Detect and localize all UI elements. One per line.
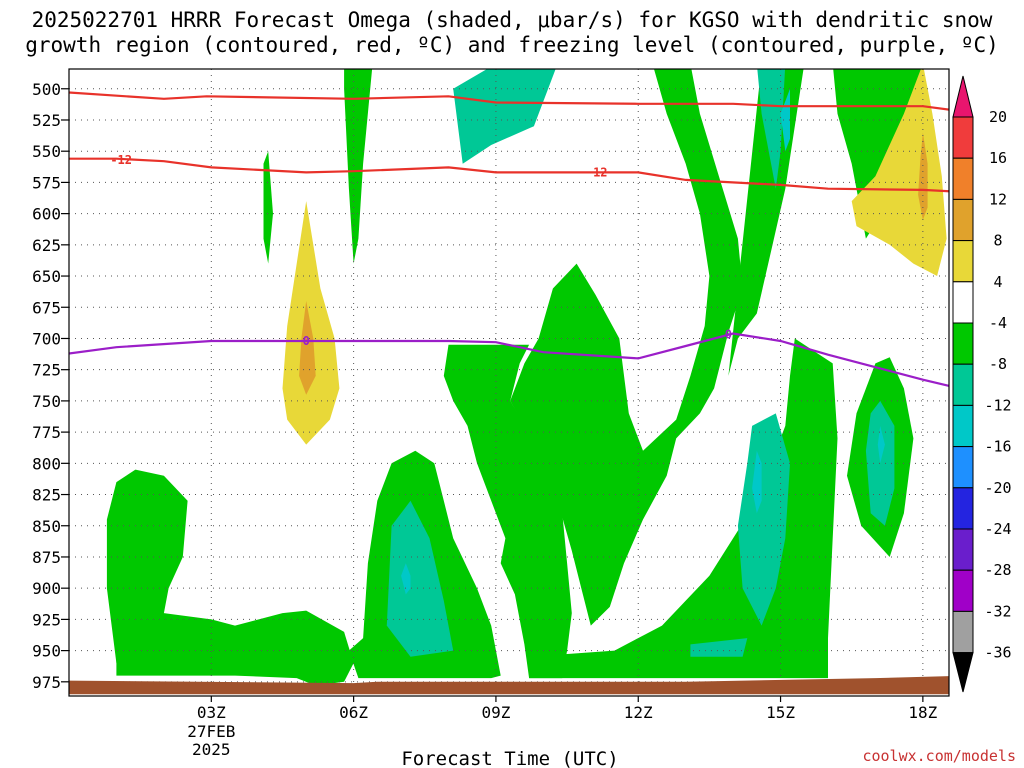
y-tick-label: 525 (32, 111, 61, 130)
colorbar-label: -36 (984, 644, 1011, 662)
colorbar-label: 20 (989, 108, 1007, 126)
contour-minus12-lower (69, 157, 949, 193)
y-tick-label: 775 (32, 423, 61, 442)
omega-region-0 (344, 69, 373, 264)
omega-region-4 (443, 344, 572, 679)
omega-region-23 (851, 69, 947, 276)
contour-minus12-upper (69, 91, 949, 111)
terrain-layer (69, 676, 949, 695)
colorbar-label: -12 (984, 396, 1011, 414)
contour-label-minus12: -12 (110, 153, 132, 167)
colorbar-swatch (952, 157, 974, 200)
omega-region-8 (116, 619, 212, 670)
contour-freezing-level (69, 332, 949, 387)
y-tick-label: 500 (32, 80, 61, 99)
colorbar-label: 8 (993, 232, 1002, 250)
omega-region-11 (833, 69, 922, 239)
colorbar-swatch (952, 240, 974, 283)
omega-region-12 (453, 69, 556, 164)
colorbar-label: -8 (989, 355, 1007, 373)
y-tick-label: 925 (32, 610, 61, 629)
colorbar-swatch (952, 404, 974, 448)
colorbar-swatch (952, 610, 974, 654)
chart-title-line-2: growth region (contoured, red, ºC) and f… (25, 33, 999, 57)
y-tick-label: 850 (32, 517, 61, 536)
colorbar-label: -16 (984, 438, 1011, 456)
plot-frame (68, 68, 950, 697)
x-tick-label: 06Z (339, 703, 368, 722)
y-tick-label: 575 (32, 173, 61, 192)
colorbar-label: 12 (989, 190, 1007, 208)
x-tick-label: 15Z (766, 703, 795, 722)
colorbar-label: 4 (993, 273, 1002, 291)
omega-region-15 (386, 500, 454, 657)
y-tick-label: 950 (32, 642, 61, 661)
omega-region-2 (510, 69, 743, 626)
y-tick-label: 650 (32, 267, 61, 286)
omega-region-19 (780, 88, 790, 152)
y-tick-label: 750 (32, 392, 61, 411)
contour-lines: -12 12 0 0 (69, 91, 949, 387)
colorbar-label: -4 (989, 314, 1007, 332)
omega-region-20 (401, 563, 411, 595)
colorbar-swatch (952, 281, 974, 324)
colorbar-bottom-arrow (952, 652, 974, 693)
watermark-text: coolwx.com/models (862, 747, 1016, 765)
chart-title-line-1: 2025022701 HRRR Forecast Omega (shaded, … (32, 8, 993, 32)
contour-label-zero-a: 0 (303, 334, 310, 348)
y-axis-ticks: 500 525 550 575 600 625 650 675 700 725 750 775 800 8… (32, 80, 69, 692)
omega-region-24 (299, 301, 316, 395)
terrain-ground (69, 676, 949, 695)
omega-region-13 (757, 69, 786, 189)
y-tick-label: 600 (32, 205, 61, 224)
colorbar-top-arrow (952, 75, 974, 118)
x-tick-label: 12Z (624, 703, 653, 722)
omega-region-25 (918, 132, 928, 220)
y-tick-label: 700 (32, 329, 61, 348)
y-tick-label: 875 (32, 548, 61, 567)
omega-shaded-regions (106, 69, 947, 686)
y-tick-label: 825 (32, 486, 61, 505)
x-tick-label: 03Z (197, 703, 226, 722)
x-tick-label: 09Z (481, 703, 510, 722)
colorbar-label: 16 (989, 149, 1007, 167)
omega-region-18 (752, 450, 762, 514)
x-axis-label: Forecast Time (UTC) (401, 748, 618, 768)
x-tick-sublabel: 2025 (192, 740, 231, 759)
omega-region-14 (737, 413, 790, 626)
y-tick-label: 550 (32, 142, 61, 161)
omega-region-21 (877, 425, 885, 464)
plot-area: -12 12 0 0 (69, 69, 949, 696)
omega-region-17 (690, 638, 748, 657)
colorbar-label: -24 (984, 520, 1011, 538)
omega-region-1 (263, 151, 273, 264)
colorbar-label: -32 (984, 602, 1011, 620)
y-tick-label: 800 (32, 454, 61, 473)
contour-label-12: 12 (593, 165, 607, 179)
omega-region-22 (282, 201, 340, 445)
colorbar-label: -20 (984, 479, 1011, 497)
y-tick-label: 675 (32, 298, 61, 317)
y-tick-label: 725 (32, 361, 61, 380)
y-tick-label: 625 (32, 236, 61, 255)
colorbar: 20 16 12 8 4 -4 -8 -12 -16 -20 -24 -28 -32 -36 (952, 75, 1012, 693)
y-tick-label: 975 (32, 673, 61, 692)
gridlines (69, 69, 949, 696)
contour-label-zero-b: 0 (725, 328, 732, 342)
x-tick-label: 18Z (908, 703, 937, 722)
colorbar-swatch (952, 446, 974, 489)
colorbar-swatch (952, 528, 974, 571)
colorbar-swatch (952, 569, 974, 612)
colorbar-swatch (952, 363, 974, 406)
y-tick-label: 900 (32, 579, 61, 598)
colorbar-label: -28 (984, 561, 1011, 579)
x-tick-sublabel: 27FEB (187, 722, 235, 741)
colorbar-swatch (952, 487, 974, 530)
colorbar-swatch (952, 198, 974, 242)
colorbar-swatch (952, 116, 974, 159)
colorbar-swatch (952, 322, 974, 365)
